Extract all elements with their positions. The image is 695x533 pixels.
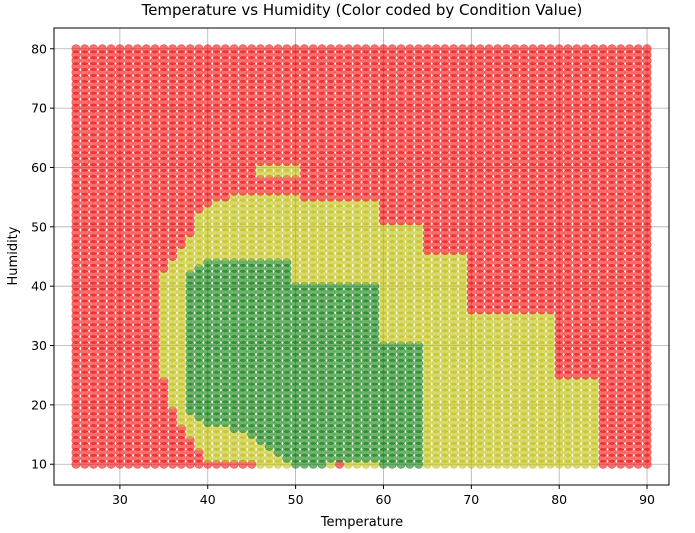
data-point	[89, 44, 99, 54]
data-point	[370, 44, 380, 54]
x-tick-label: 90	[639, 492, 655, 507]
data-point	[194, 44, 204, 54]
data-point	[484, 44, 494, 54]
data-point	[633, 44, 643, 54]
data-point	[519, 44, 529, 54]
data-point	[396, 44, 406, 54]
data-point	[159, 44, 169, 54]
data-point	[449, 44, 459, 54]
data-point	[607, 44, 617, 54]
data-point	[80, 44, 90, 54]
data-point	[598, 44, 608, 54]
data-point	[299, 44, 309, 54]
y-tick-label: 40	[31, 279, 47, 294]
data-point	[97, 44, 107, 54]
data-point	[124, 44, 134, 54]
x-tick-label: 30	[112, 492, 128, 507]
y-axis-label: Humidity	[6, 226, 21, 285]
data-point	[431, 44, 441, 54]
points-layer	[71, 44, 652, 469]
data-point	[343, 44, 353, 54]
data-point	[106, 44, 116, 54]
y-tick-label: 70	[31, 101, 47, 116]
data-point	[141, 44, 151, 54]
data-point	[510, 44, 520, 54]
data-point	[247, 44, 257, 54]
data-point	[273, 44, 283, 54]
data-point	[220, 44, 230, 54]
data-point	[414, 44, 424, 54]
x-tick-label: 70	[463, 492, 479, 507]
data-point	[264, 44, 274, 54]
data-point	[115, 44, 125, 54]
data-point	[361, 44, 371, 54]
data-point	[405, 44, 415, 54]
data-point	[642, 44, 652, 54]
chart-title: Temperature vs Humidity (Color coded by …	[141, 1, 583, 19]
data-point	[238, 44, 248, 54]
data-point	[589, 44, 599, 54]
x-axis-label: Temperature	[320, 515, 403, 530]
y-tick-label: 20	[31, 397, 47, 412]
x-tick-label: 80	[551, 492, 567, 507]
x-tick-label: 40	[200, 492, 216, 507]
data-point	[203, 44, 213, 54]
data-point	[466, 44, 476, 54]
data-point	[326, 44, 336, 54]
data-point	[422, 44, 432, 54]
data-point	[458, 44, 468, 54]
y-tick-label: 30	[31, 338, 47, 353]
data-point	[71, 44, 81, 54]
y-tick-label: 50	[31, 219, 47, 234]
y-tick-label: 80	[31, 41, 47, 56]
data-point	[291, 44, 301, 54]
data-point	[308, 44, 318, 54]
data-point	[378, 44, 388, 54]
y-tick-label: 10	[31, 457, 47, 472]
data-point	[282, 44, 292, 54]
data-point	[545, 44, 555, 54]
data-point	[176, 44, 186, 54]
data-point	[554, 44, 564, 54]
data-point	[352, 44, 362, 54]
data-point	[335, 44, 345, 54]
data-point	[493, 44, 503, 54]
data-point	[212, 44, 222, 54]
data-point	[501, 44, 511, 54]
data-point	[185, 44, 195, 54]
data-point	[616, 44, 626, 54]
data-point	[317, 44, 327, 54]
data-point	[150, 44, 160, 54]
y-tick-label: 60	[31, 160, 47, 175]
data-point	[563, 44, 573, 54]
x-tick-label: 50	[288, 492, 304, 507]
data-point	[255, 44, 265, 54]
data-point	[537, 44, 547, 54]
data-point	[387, 44, 397, 54]
data-point	[572, 44, 582, 54]
data-point	[132, 44, 142, 54]
data-point	[624, 44, 634, 54]
data-point	[229, 44, 239, 54]
data-point	[475, 44, 485, 54]
data-point	[581, 44, 591, 54]
data-point	[528, 44, 538, 54]
data-point	[440, 44, 450, 54]
data-point	[168, 44, 178, 54]
x-tick-label: 60	[376, 492, 392, 507]
